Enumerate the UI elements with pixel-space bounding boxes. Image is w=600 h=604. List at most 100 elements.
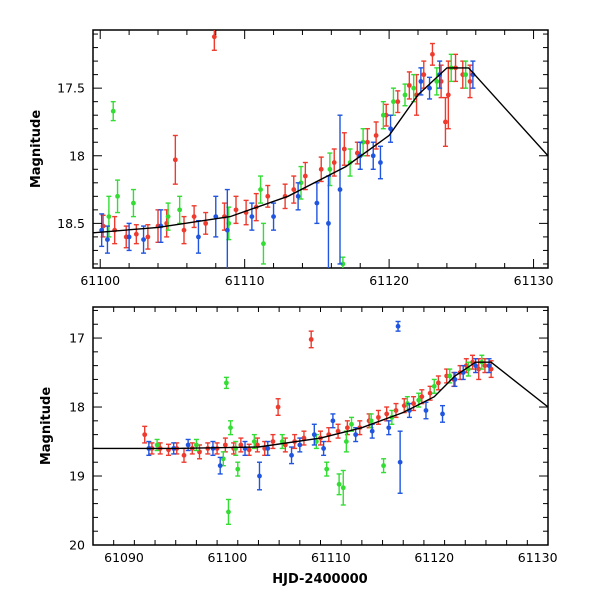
bottom-green-point [235, 466, 241, 472]
top-green-point [110, 108, 116, 114]
bottom-green-point [313, 439, 319, 444]
bottom-red-point [246, 447, 252, 453]
top-blue-point [388, 126, 393, 132]
bottom-red-point [255, 442, 260, 448]
top-red-point [145, 234, 151, 240]
bottom-green-point [343, 439, 349, 444]
top-blue-point [418, 78, 424, 84]
bottom-green-point [336, 481, 342, 487]
bottom-blue-point [330, 418, 336, 424]
top-red-point [191, 214, 197, 220]
bottom-red-point [181, 452, 187, 458]
top-green-point [402, 92, 408, 98]
top-red-point [443, 119, 448, 125]
top-blue-point [378, 160, 383, 165]
top-green-point [380, 112, 386, 118]
bottom-blue-point [257, 473, 262, 479]
bottom-green-point [431, 383, 437, 389]
bottom-blue-point [369, 428, 375, 434]
bottom-blue-point [353, 432, 359, 438]
top-red-point [265, 193, 271, 199]
bottom-red-point [301, 435, 307, 441]
top-red-point [181, 227, 187, 233]
top-red-point [373, 133, 379, 138]
top-blue-point [126, 234, 132, 240]
top-blue-point [196, 234, 201, 240]
top-red-point [172, 157, 178, 163]
bottom-blue-point [423, 408, 429, 413]
top-x-tick-label: 61110 [225, 273, 265, 288]
top-red-point [291, 187, 297, 192]
bottom-green-point [228, 425, 233, 431]
bottom-blue-point [311, 432, 317, 438]
top-green-point [261, 241, 266, 247]
top-green-point [340, 261, 346, 267]
top-blue-point [326, 220, 331, 226]
top-green-point [298, 180, 304, 186]
top-green-point [411, 85, 417, 91]
top-red-point [421, 72, 427, 78]
top-y-axis-label: Magnitude [29, 110, 44, 189]
bottom-green-point [223, 380, 229, 386]
bottom-red-point [384, 411, 390, 417]
top-red-point [331, 160, 337, 165]
bottom-green-point [251, 439, 257, 444]
bottom-blue-point [217, 463, 223, 469]
bottom-red-point [393, 408, 399, 413]
top-green-point [434, 78, 440, 84]
top-blue-point [249, 214, 255, 220]
top-green-point [360, 139, 366, 145]
top-blue-point [271, 214, 276, 220]
bottom-y-tick-label: 19 [69, 469, 85, 484]
top-blue-point [224, 227, 230, 233]
bottom-green-point [226, 509, 231, 515]
top-red-point [395, 99, 401, 105]
bottom-blue-point [486, 363, 492, 369]
top-green-point [131, 200, 136, 206]
bottom-x-tick-label: 61120 [414, 550, 454, 565]
top-blue-point [105, 237, 110, 243]
top-blue-point [213, 214, 219, 220]
top-red-point [211, 34, 217, 40]
bottom-red-point [308, 337, 314, 342]
top-blue-point [337, 187, 343, 192]
top-blue-point [370, 153, 376, 159]
bottom-red-point [222, 442, 228, 448]
bottom-blue-point [395, 323, 401, 329]
bottom-y-tick-label: 17 [69, 331, 85, 346]
top-green-point [165, 214, 171, 220]
bottom-red-point [411, 401, 416, 406]
top-green-point [463, 72, 469, 78]
top-green-point [115, 193, 120, 199]
bottom-x-tick-label: 61110 [311, 550, 351, 565]
bottom-model-curve [93, 361, 548, 450]
bottom-blue-point [265, 446, 271, 451]
top-red-point [133, 231, 139, 237]
top-plot-frame [92, 29, 549, 269]
bottom-blue-point [321, 446, 327, 451]
bottom-blue-point [440, 411, 445, 417]
top-x-tick-label: 61130 [514, 273, 554, 288]
top-red-point [430, 51, 435, 57]
top-axis-ticks: 61100 61110 61120 61130 17.5 18 18.5 [57, 30, 553, 288]
top-red-point [341, 146, 347, 152]
top-blue-point [314, 200, 320, 206]
bottom-plot-frame [92, 306, 549, 546]
bottom-blue-point [397, 459, 403, 465]
top-data-marks [93, 30, 548, 268]
top-red-point [445, 92, 451, 98]
bottom-x-tick-label: 61130 [518, 550, 558, 565]
bottom-red-point [238, 442, 244, 448]
bottom-red-point [335, 428, 341, 434]
top-red-point [203, 220, 209, 226]
bottom-x-tick-label: 61100 [208, 550, 248, 565]
top-blue-point [295, 193, 301, 199]
bottom-red-point [344, 425, 350, 431]
bottom-green-point [340, 485, 346, 491]
top-y-tick-label: 18 [69, 148, 85, 163]
top-red-point [318, 166, 324, 172]
bottom-blue-point [473, 363, 479, 369]
bottom-data-marks [93, 320, 548, 526]
